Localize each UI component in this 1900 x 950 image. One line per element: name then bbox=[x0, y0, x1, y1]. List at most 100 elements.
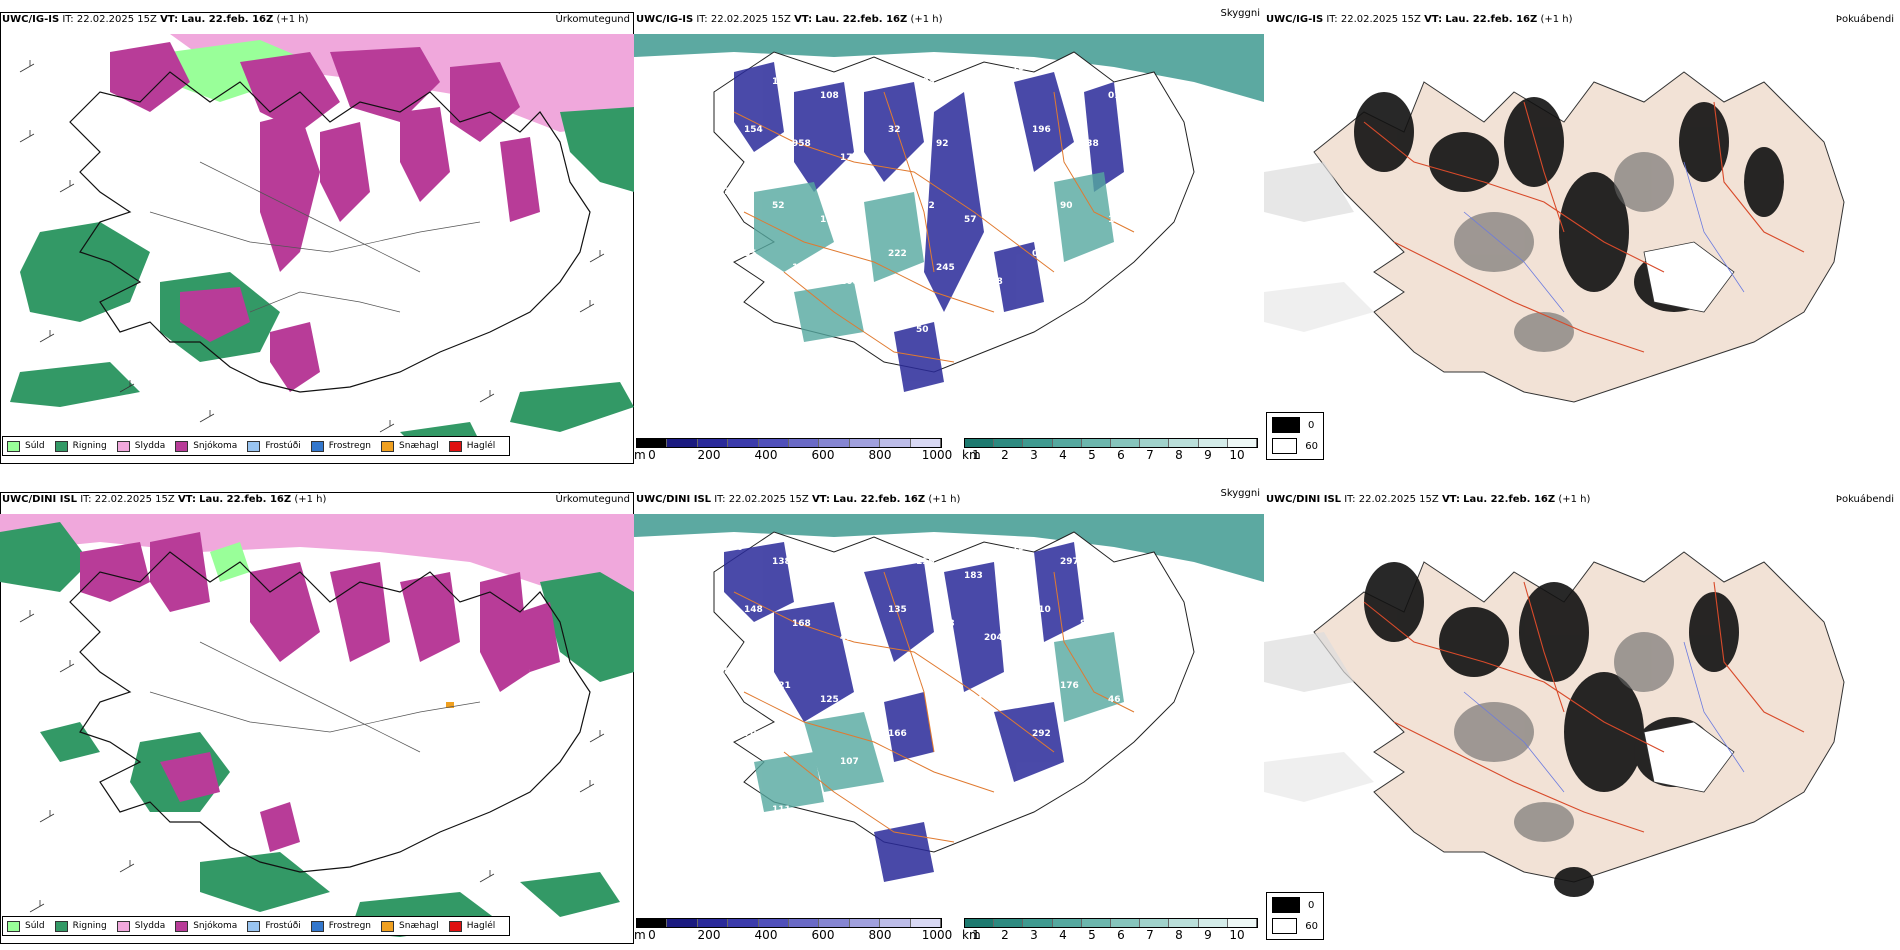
ceiling-label: 166 bbox=[772, 77, 791, 87]
ceiling-label: 168 bbox=[984, 277, 1003, 287]
fog-legend-label: 0 bbox=[1308, 899, 1315, 911]
colorbar-segment bbox=[1023, 439, 1053, 447]
ceiling-label: 171 bbox=[840, 153, 859, 163]
ceiling-label: 50 bbox=[724, 311, 737, 321]
legend-label: Frostúði bbox=[265, 441, 301, 451]
fog-legend-row: 60 bbox=[1272, 917, 1318, 935]
colorbar-segment bbox=[1169, 439, 1199, 447]
fog-index-panel-bottom: UWC/DINI ISL IT: 22.02.2025 15Z VT: Lau.… bbox=[1264, 492, 1900, 944]
legend-item: Slydda bbox=[116, 920, 165, 932]
colorbar-tick: 4 bbox=[1059, 928, 1067, 942]
ceiling-label: 107 bbox=[840, 757, 859, 767]
colorbar-segment bbox=[1198, 439, 1228, 447]
it-value: 22.02.2025 15Z bbox=[94, 494, 175, 505]
colorbar-tick: 9 bbox=[1204, 928, 1212, 942]
ceiling-label: 245 bbox=[1012, 311, 1031, 321]
visibility-panel-top: 134 166 108 209 103 120 187 108 01 154 958 171 32 92 8… bbox=[634, 8, 1264, 464]
ceiling-label: 958 bbox=[792, 139, 811, 149]
ceiling-label: 138 bbox=[1108, 571, 1127, 581]
colorbar-segment bbox=[819, 439, 850, 447]
colorbar-tick: 1 bbox=[972, 928, 980, 942]
model-name: UWC/IG-IS bbox=[1266, 14, 1324, 25]
it-label: IT: bbox=[62, 14, 74, 25]
precip-map-bottom bbox=[0, 492, 634, 944]
legend-swatch bbox=[247, 920, 261, 932]
ceiling-label: 101 bbox=[1012, 187, 1031, 197]
ceiling-label: 108 bbox=[1060, 77, 1079, 87]
colorbar-tick: 4 bbox=[1059, 448, 1067, 462]
height-colorbar-top: m 0 200 400 600 800 1000 bbox=[634, 438, 1264, 464]
legend-item: Rigning bbox=[54, 440, 107, 452]
vt-value: Lau. 22.feb. 16Z bbox=[833, 494, 926, 505]
ceiling-label: 92 bbox=[820, 339, 833, 349]
it-label: IT: bbox=[1326, 14, 1338, 25]
colorbar-tick: 600 bbox=[811, 448, 835, 462]
fog-legend-label: 60 bbox=[1305, 920, 1318, 932]
colorbar-segment bbox=[965, 439, 995, 447]
legend-item: Súld bbox=[7, 440, 45, 452]
colorbar-segment bbox=[1111, 919, 1141, 927]
precip-type-panel-bottom: UWC/DINI ISL IT: 22.02.2025 15Z VT: Lau.… bbox=[0, 492, 634, 944]
ceiling-label: 196 bbox=[1032, 125, 1051, 135]
colorbar-segment bbox=[965, 919, 995, 927]
legend-label: Snjókoma bbox=[193, 921, 238, 931]
legend-label: Súld bbox=[25, 921, 45, 931]
ceiling-label: 154 bbox=[744, 125, 763, 135]
ceiling-label: 09 bbox=[1032, 249, 1045, 259]
ceiling-label: 46 bbox=[1108, 695, 1121, 705]
ceiling-label: 133 bbox=[792, 263, 811, 273]
colorbar-segment bbox=[1052, 919, 1082, 927]
ceiling-label: 134 bbox=[964, 695, 983, 705]
ceiling-label: 204 bbox=[984, 633, 1003, 643]
model-name: UWC/DINI ISL bbox=[1266, 494, 1342, 505]
ceiling-label: 117 bbox=[868, 667, 887, 677]
colorbar-tick: 800 bbox=[868, 448, 892, 462]
ceiling-label: 117 bbox=[724, 187, 743, 197]
colorbar-segment bbox=[1198, 919, 1228, 927]
fog-title: Þokuábendi bbox=[1835, 494, 1894, 505]
colorbar-segment bbox=[1081, 439, 1112, 447]
ceiling-label: 118 bbox=[1080, 743, 1099, 753]
lead-time: (+1 h) bbox=[294, 494, 327, 505]
ceiling-label: 130 bbox=[1128, 153, 1147, 163]
legend-label: Slydda bbox=[134, 441, 166, 451]
colorbar-tick: 0 bbox=[648, 448, 656, 462]
legend-swatch bbox=[310, 440, 324, 452]
ceiling-label: 175 bbox=[916, 681, 935, 691]
legend-label: Snjókoma bbox=[193, 441, 238, 451]
colorbar-tick: 5 bbox=[1088, 448, 1096, 462]
ceiling-label: 121 bbox=[772, 681, 791, 691]
ceiling-label: 111 bbox=[772, 805, 791, 815]
colorbar-segment bbox=[910, 919, 942, 927]
visibility-colorbar-top: km 1 2 3 4 5 6 7 8 9 10 bbox=[942, 438, 1264, 464]
colorbar-segment bbox=[849, 919, 881, 927]
legend-label: Súld bbox=[25, 441, 45, 451]
ceiling-label: 77 bbox=[1128, 757, 1141, 767]
legend-label: Rigning bbox=[72, 441, 107, 451]
colorbar-segment bbox=[1227, 919, 1258, 927]
colorbar-tick: 600 bbox=[811, 928, 835, 942]
legend-label: Frostregn bbox=[328, 921, 372, 931]
ceiling-label: 166 bbox=[888, 729, 907, 739]
ceiling-label: 72 bbox=[724, 791, 737, 801]
fog-map-bottom bbox=[1264, 551, 1845, 897]
legend-item: Snæhagl bbox=[381, 920, 439, 932]
fog-legend-row: 0 bbox=[1272, 896, 1318, 914]
it-label: IT: bbox=[714, 494, 726, 505]
fog-title: Þokuábendi bbox=[1835, 14, 1894, 25]
ceiling-label: 80 bbox=[724, 667, 737, 677]
legend-swatch bbox=[7, 920, 20, 932]
colorbar-tick: 800 bbox=[868, 928, 892, 942]
colorbar-segment bbox=[910, 439, 942, 447]
ceiling-label: 102 bbox=[936, 743, 955, 753]
ceiling-label: 138 bbox=[1080, 139, 1099, 149]
legend-swatch bbox=[54, 920, 68, 932]
it-value: 22.02.2025 15Z bbox=[728, 494, 809, 505]
legend-item: Snjókoma bbox=[175, 920, 238, 932]
fog-legend-swatch bbox=[1272, 897, 1300, 913]
ceiling-label: 57 bbox=[964, 215, 977, 225]
colorbar-segment bbox=[697, 439, 729, 447]
ceiling-label: 51 bbox=[964, 339, 977, 349]
legend-label: Snæhagl bbox=[399, 921, 439, 931]
colorbar-segment bbox=[637, 439, 668, 447]
